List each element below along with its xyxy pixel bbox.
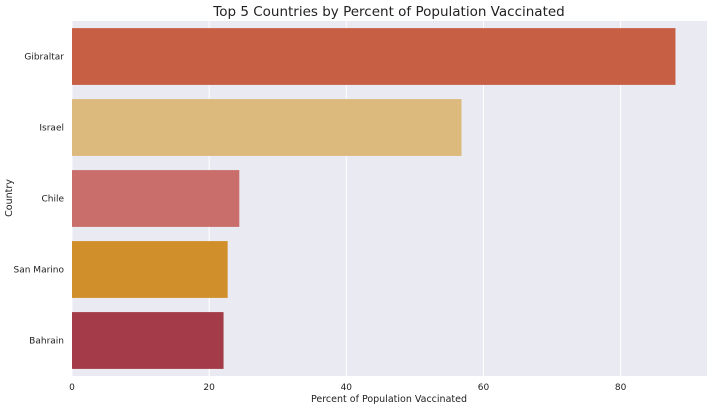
y-tick-label: Chile (41, 195, 64, 205)
x-tick-label: 60 (478, 383, 490, 393)
x-tick-label: 20 (203, 383, 215, 393)
x-tick-label: 0 (69, 383, 75, 393)
bar (72, 312, 224, 369)
y-tick-label: Israel (39, 124, 64, 134)
bar (72, 99, 462, 156)
x-tick-labels: 0 20 40 60 80 (69, 383, 626, 393)
x-tick-label: 40 (341, 383, 353, 393)
y-tick-label: Bahrain (29, 337, 64, 347)
bar (72, 28, 676, 85)
bars (72, 28, 676, 369)
x-axis-label: Percent of Population Vaccinated (311, 394, 467, 405)
x-tick-label: 80 (615, 383, 627, 393)
chart-title: Top 5 Countries by Percent of Population… (212, 4, 565, 20)
bar (72, 170, 240, 227)
bar (72, 241, 228, 298)
y-axis-label: Country (4, 179, 15, 217)
y-tick-label: San Marino (14, 266, 65, 276)
y-tick-label: Gibraltar (24, 53, 64, 63)
y-tick-labels: Gibraltar Israel Chile San Marino Bahrain (14, 53, 65, 347)
